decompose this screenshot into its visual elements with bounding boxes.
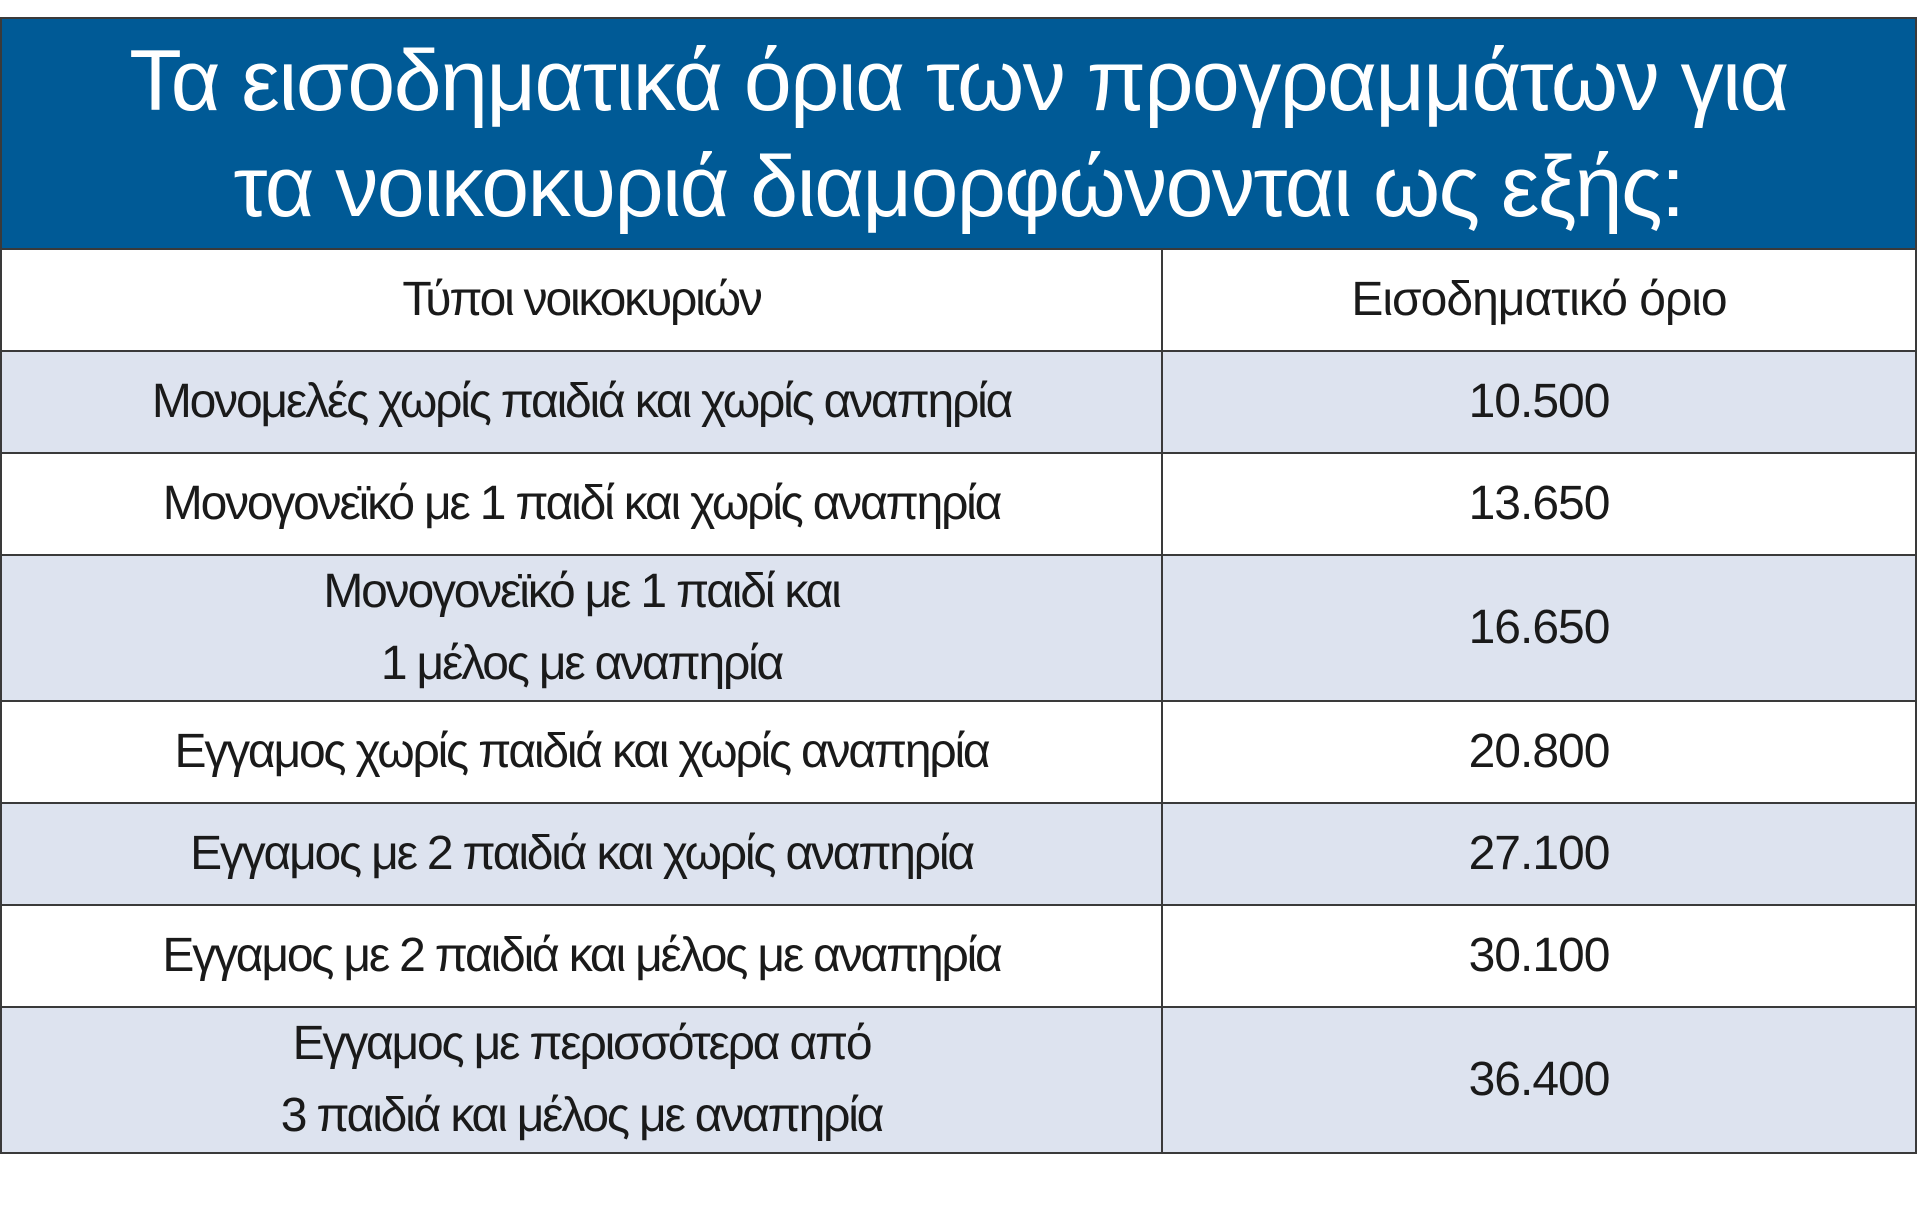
table-title: Τα εισοδηματικά όρια των προγραμμάτων γι… bbox=[2, 19, 1915, 250]
household-type-text: 1 μέλος με αναπηρία bbox=[380, 637, 784, 690]
household-type-text: Μονογονεϊκό με 1 παιδί και bbox=[323, 565, 841, 618]
household-type-text: Μονομελές χωρίς παιδιά και χωρίς αναπηρί… bbox=[151, 375, 1013, 428]
household-type-text: Εγγαμος με περισσότερα από bbox=[292, 1017, 873, 1070]
table-row: Εγγαμος χωρίς παιδιά και χωρίς αναπηρία … bbox=[2, 700, 1915, 803]
table-row: Εγγαμος με 2 παιδιά και χωρίς αναπηρία 2… bbox=[2, 802, 1915, 905]
household-type-cell: Εγγαμος με 2 παιδιά και χωρίς αναπηρία bbox=[2, 802, 1162, 905]
table-title-line-2: τα νοικοκυριά διαμορφώνονται ως εξής: bbox=[233, 138, 1685, 235]
column-header-household-type: Τύποι νοικοκυριών bbox=[2, 250, 1162, 351]
household-type-cell: Εγγαμος με 2 παιδιά και μέλος με αναπηρί… bbox=[2, 904, 1162, 1007]
table-row: Μονογονεϊκό με 1 παιδί και 1 μέλος με αν… bbox=[2, 554, 1915, 701]
column-header-income-limit: Εισοδηματικό όριο bbox=[1161, 250, 1915, 351]
income-limit-cell: 27.100 bbox=[1161, 802, 1915, 905]
table-header-row: Τύποι νοικοκυριών Εισοδηματικό όριο bbox=[2, 250, 1915, 351]
income-limit-cell: 16.650 bbox=[1161, 554, 1915, 701]
income-limit-cell: 30.100 bbox=[1161, 904, 1915, 1007]
table-row: Μονομελές χωρίς παιδιά και χωρίς αναπηρί… bbox=[2, 350, 1915, 453]
table-title-line-1: Τα εισοδηματικά όρια των προγραμμάτων γι… bbox=[129, 32, 1789, 129]
household-type-cell: Εγγαμος χωρίς παιδιά και χωρίς αναπηρία bbox=[2, 700, 1162, 803]
table-row: Εγγαμος με 2 παιδιά και μέλος με αναπηρί… bbox=[2, 904, 1915, 1007]
table-row: Μονογονεϊκό με 1 παιδί και χωρίς αναπηρί… bbox=[2, 452, 1915, 555]
income-limit-cell: 20.800 bbox=[1161, 700, 1915, 803]
table-row: Εγγαμος με περισσότερα από 3 παιδιά και … bbox=[2, 1006, 1915, 1152]
data-table: Τύποι νοικοκυριών Εισοδηματικό όριο Μονο… bbox=[2, 250, 1915, 1152]
household-type-text: Εγγαμος χωρίς παιδιά και χωρίς αναπηρία bbox=[174, 725, 991, 778]
income-limit-cell: 10.500 bbox=[1161, 350, 1915, 453]
household-type-cell: Μονομελές χωρίς παιδιά και χωρίς αναπηρί… bbox=[2, 350, 1162, 453]
household-type-cell: Μονογονεϊκό με 1 παιδί και χωρίς αναπηρί… bbox=[2, 452, 1162, 555]
household-type-text: 3 παιδιά και μέλος με αναπηρία bbox=[280, 1089, 885, 1142]
income-limits-table: Τα εισοδηματικά όρια των προγραμμάτων γι… bbox=[0, 17, 1917, 1154]
household-type-text: Εγγαμος με 2 παιδιά και μέλος με αναπηρί… bbox=[162, 929, 1002, 982]
household-type-text: Μονογονεϊκό με 1 παιδί και χωρίς αναπηρί… bbox=[162, 477, 1003, 530]
household-type-text: Εγγαμος με 2 παιδιά και χωρίς αναπηρία bbox=[190, 827, 975, 880]
household-type-cell: Εγγαμος με περισσότερα από 3 παιδιά και … bbox=[2, 1006, 1162, 1152]
income-limit-cell: 36.400 bbox=[1161, 1006, 1915, 1152]
household-type-cell: Μονογονεϊκό με 1 παιδί και 1 μέλος με αν… bbox=[2, 554, 1162, 701]
income-limit-cell: 13.650 bbox=[1161, 452, 1915, 555]
